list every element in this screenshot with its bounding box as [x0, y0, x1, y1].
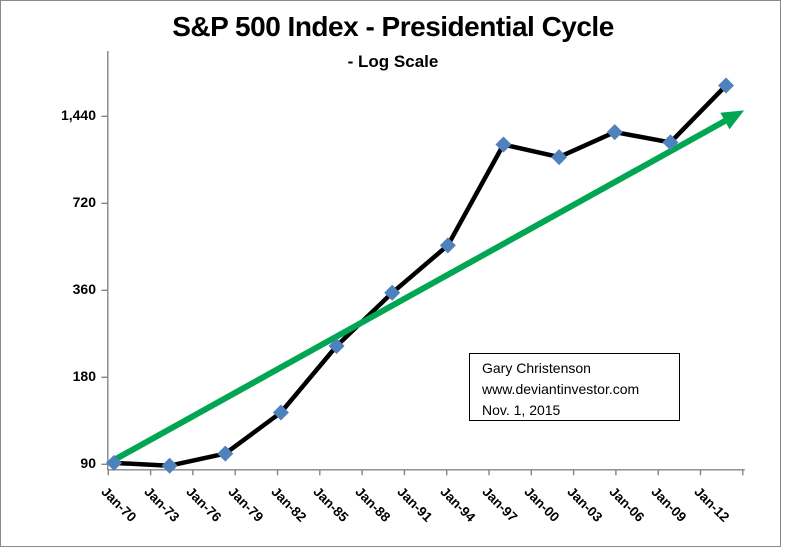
- data-point-marker: [272, 404, 289, 421]
- data-point-marker: [328, 337, 345, 354]
- trend-arrowhead: [720, 110, 745, 130]
- data-point-marker: [718, 77, 735, 94]
- data-point-marker: [606, 124, 623, 141]
- annotation-website: www.deviantinvestor.com: [482, 381, 640, 397]
- data-point-marker: [384, 284, 401, 301]
- y-axis-tick-label: 90: [80, 455, 96, 472]
- data-point-marker: [106, 454, 122, 471]
- y-axis-tick-label: 720: [72, 194, 96, 211]
- price-line: [111, 83, 729, 468]
- data-point-marker: [217, 445, 234, 462]
- chart-title: S&P 500 Index - Presidential Cycle: [172, 11, 614, 42]
- y-axis-tick-label: 180: [72, 368, 96, 385]
- annotation-box: Gary Christenson www.deviantinvestor.com…: [469, 353, 680, 421]
- data-point-marker: [662, 134, 679, 151]
- y-axis-tick-label: 1,440: [60, 107, 96, 124]
- data-point-marker: [161, 457, 178, 474]
- data-point-marker: [439, 237, 456, 254]
- trend-line: [114, 113, 736, 462]
- chart-subtitle: - Log Scale: [347, 52, 439, 71]
- data-point-marker: [551, 149, 568, 166]
- annotation-author: Gary Christenson: [482, 360, 591, 376]
- data-point-marker: [495, 136, 512, 153]
- y-axis-tick-label: 360: [72, 281, 96, 298]
- annotation-date: Nov. 1, 2015: [482, 402, 561, 418]
